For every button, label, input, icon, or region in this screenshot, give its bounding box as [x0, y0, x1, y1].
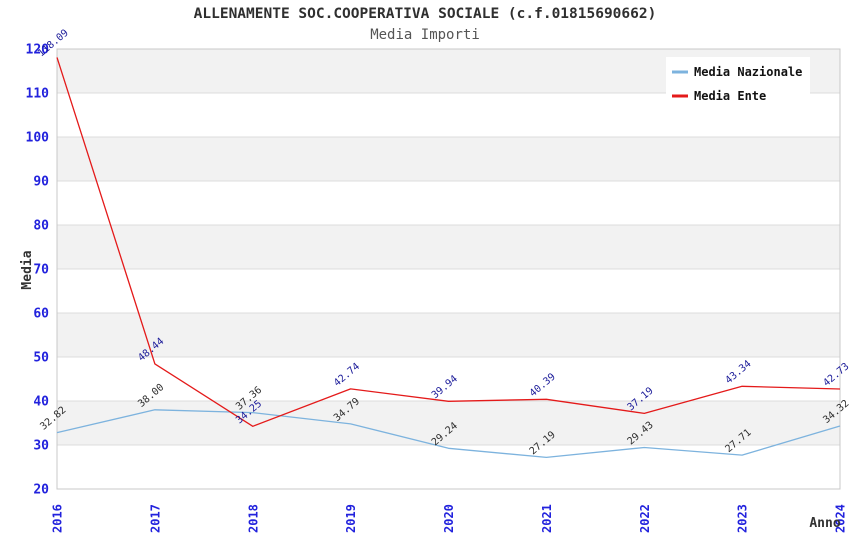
chart-subtitle: Media Importi [370, 27, 480, 43]
series-line-media-ente [56, 57, 841, 427]
x-tick-label: 2017 [148, 504, 162, 533]
series-line-media-nazionale [56, 409, 841, 459]
legend-label: Media Nazionale [694, 65, 802, 79]
x-tick-label: 2016 [51, 504, 65, 533]
x-tick-label: 2020 [442, 504, 456, 533]
y-tick-label: 50 [33, 351, 49, 366]
y-tick-label: 40 [33, 395, 49, 410]
x-tick-label: 2018 [246, 504, 260, 533]
y-tick-label: 20 [33, 483, 49, 498]
x-tick-label: 2023 [736, 504, 750, 533]
y-tick-label: 100 [26, 131, 50, 146]
x-tick-label: 2021 [540, 504, 554, 533]
y-axis-title: Media [20, 250, 35, 289]
legend-box [666, 57, 810, 107]
x-tick-label: 2024 [834, 504, 848, 533]
y-tick-label: 90 [33, 175, 49, 190]
data-label: 40.39 [528, 371, 558, 399]
plot-border [56, 48, 841, 490]
y-tick-label: 30 [33, 439, 49, 454]
y-tick-label: 70 [33, 263, 49, 278]
legend-item: Media Nazionale [672, 65, 802, 79]
chart-title: ALLENAMENTE SOC.COOPERATIVA SOCIALE (c.f… [193, 6, 657, 22]
y-tick-label: 60 [33, 307, 49, 322]
y-tick-label: 110 [26, 87, 50, 102]
plot-band [57, 313, 840, 357]
x-axis-title: Anno [809, 516, 840, 531]
plot-band [57, 137, 840, 181]
plot-band [57, 401, 840, 445]
data-label: 42.74 [332, 361, 362, 389]
data-label: 39.94 [430, 373, 460, 401]
data-label: 42.73 [821, 361, 850, 389]
x-tick-label: 2022 [638, 504, 652, 533]
legend-label: Media Ente [694, 89, 766, 103]
legend: Media Nazionale Media Ente [666, 57, 810, 107]
data-label: 43.34 [723, 358, 753, 386]
plot-band [57, 225, 840, 269]
y-tick-label: 120 [26, 43, 50, 58]
y-tick-label: 80 [33, 219, 49, 234]
legend-item: Media Ente [672, 89, 766, 103]
x-tick-label: 2019 [344, 504, 358, 533]
